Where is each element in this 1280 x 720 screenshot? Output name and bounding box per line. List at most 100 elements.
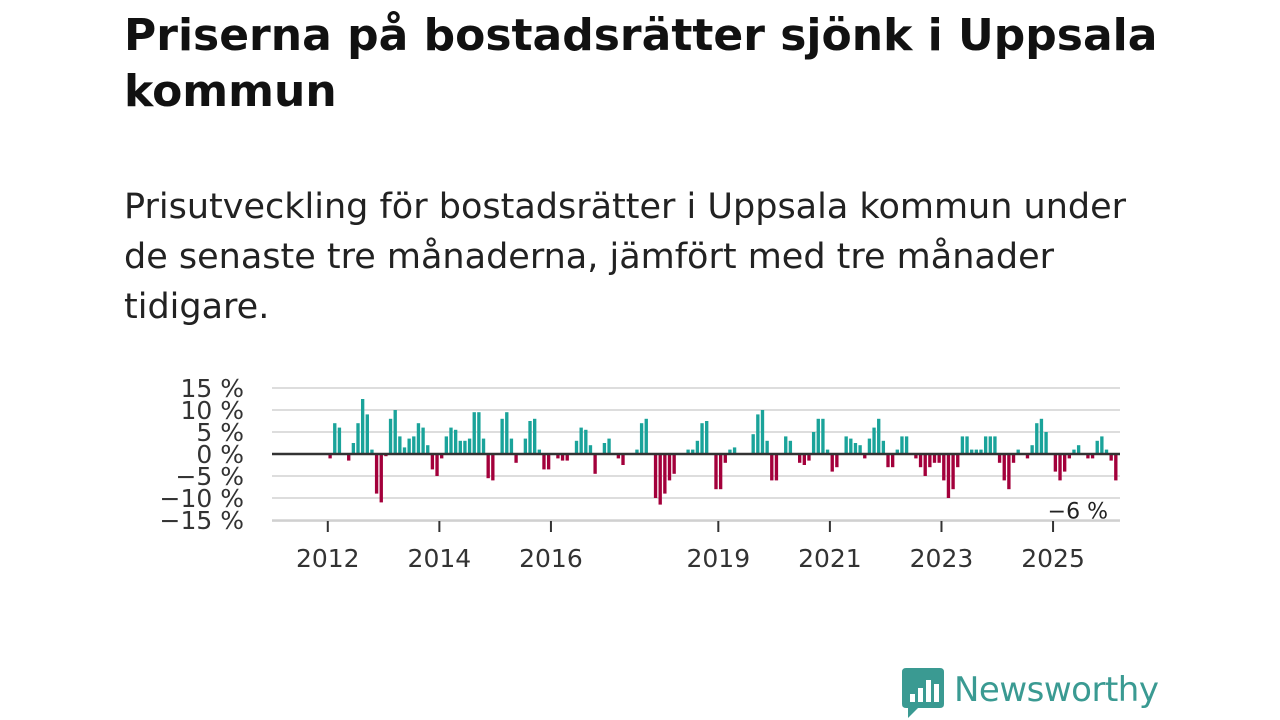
bar [1072,449,1076,454]
bar [881,440,886,454]
chart-title: Priserna på bostadsrätter sjönk i Uppsal… [124,10,1158,117]
bar [509,438,514,454]
x-tick-label: 2012 [296,544,360,573]
bar [565,454,569,461]
bar [886,454,890,468]
bar [402,447,407,454]
bar [672,454,676,474]
bar [444,436,449,454]
bar [379,454,383,503]
x-tick-label: 2023 [910,544,974,573]
bar [1030,445,1034,454]
bar [500,418,504,454]
bar [705,421,709,454]
bar [965,436,969,454]
x-tick-label: 2021 [798,544,862,573]
bar [616,454,621,459]
bar [588,445,593,454]
bar [825,449,830,454]
bar [467,438,472,454]
bar [751,434,755,454]
bar [1086,454,1090,459]
bar [667,454,672,481]
bar [347,454,351,461]
bar [858,445,862,454]
bar [853,443,858,454]
bar [584,429,588,454]
y-tick-label: 10 % [180,396,244,425]
bar [537,449,541,454]
bar [718,454,723,490]
bar [784,436,788,454]
bar [695,440,700,454]
bar [788,440,793,454]
y-axis-labels: 15 %10 %5 %0 %−5 %−10 %−15 % [160,374,244,535]
bar [700,423,704,454]
bar [867,438,872,454]
bars [328,399,1118,505]
bar [807,454,811,461]
bar [877,418,881,454]
bar [593,454,597,474]
bar [491,454,495,481]
bar [900,436,904,454]
bar [830,454,834,472]
bar [1076,445,1081,454]
bar [481,438,486,454]
bar [1063,454,1067,472]
bar [821,418,825,454]
bar [686,449,690,454]
bar [546,454,551,470]
x-tick-label: 2019 [687,544,751,573]
bar [942,454,946,481]
bar [956,454,960,468]
x-axis: 2012 2014 2016 2019 2021 2023 2025 [272,520,1120,573]
bar [723,454,727,463]
bar [765,440,769,454]
bar [556,454,560,459]
bar [714,454,718,490]
bar [918,454,923,468]
bar [412,436,416,454]
bar [691,449,695,454]
bar [937,454,941,463]
bar [351,443,356,454]
bar [1035,423,1039,454]
bar [421,427,425,454]
bar [1053,454,1058,472]
bar [816,418,820,454]
bar [1095,440,1099,454]
bar [542,454,546,470]
newsworthy-logo: Newsworthy [902,668,1159,720]
bar [756,414,760,454]
bar [946,454,951,498]
bar [453,429,458,454]
bar [477,412,481,454]
bar [732,447,737,454]
bar [1039,418,1044,454]
bar [621,454,625,465]
bar [1044,432,1048,454]
y-tick-label: −15 % [160,506,244,535]
bar [1025,454,1030,459]
bar [505,412,509,454]
bar [988,436,992,454]
x-tick-label: 2025 [1021,544,1085,573]
bar [1002,454,1006,481]
newsworthy-logo-icon [902,668,944,718]
y-tick-label: 5 % [196,418,244,447]
bar [798,454,802,463]
bar [607,438,611,454]
bar [360,399,365,454]
brand-name: Newsworthy [954,670,1159,710]
bar [653,454,658,498]
x-tick-label: 2016 [519,544,583,573]
last-value-label: −6 % [1048,499,1108,524]
bar [1114,454,1118,481]
bar [1007,454,1011,490]
bar [658,454,662,505]
bar [430,454,435,470]
bar [1104,449,1109,454]
bar [370,449,374,454]
x-tick-label: 2014 [408,544,472,573]
